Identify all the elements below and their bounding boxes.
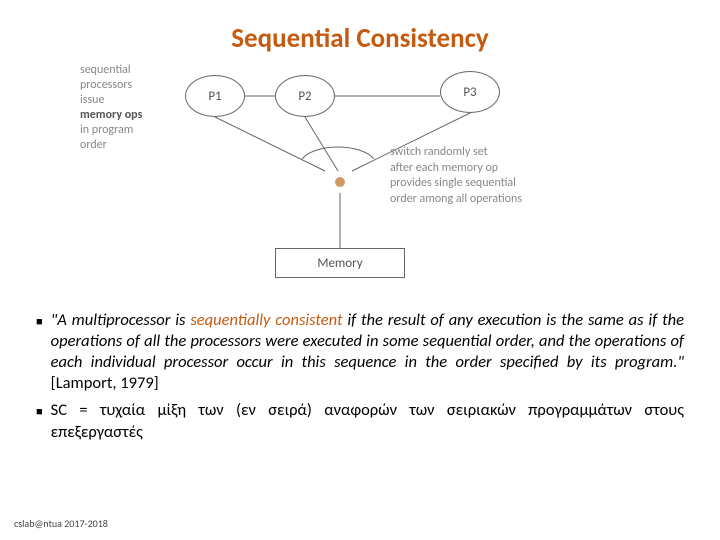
slide-title: Sequential Consistency [0,0,720,63]
bullet-list: ■ "A multiprocessor is sequentially cons… [36,310,684,449]
right-annotation: switch randomly setafter each memory opp… [390,145,522,207]
left-annotation: sequentialprocessorsissuememory opsin pr… [80,63,142,153]
processor-p2: P2 [275,75,335,117]
sc-diagram: sequentialprocessorsissuememory opsin pr… [80,63,640,293]
bullet-marker: ■ [36,315,43,328]
bullet-item: ■ "A multiprocessor is sequentially cons… [36,310,684,394]
processor-p3: P3 [440,71,500,113]
bullet-text: SC = τυχαία μίξη των (εν σειρά) αναφορών… [51,400,684,442]
bullet-text: "A multiprocessor is sequentially consis… [51,310,684,394]
bullet-marker: ■ [36,405,43,418]
footer-text: cslab@ntua 2017-2018 [14,517,108,530]
memory-box: Memory [275,248,405,278]
bullet-item: ■ SC = τυχαία μίξη των (εν σειρά) αναφορ… [36,400,684,442]
processor-p1: P1 [185,75,245,117]
